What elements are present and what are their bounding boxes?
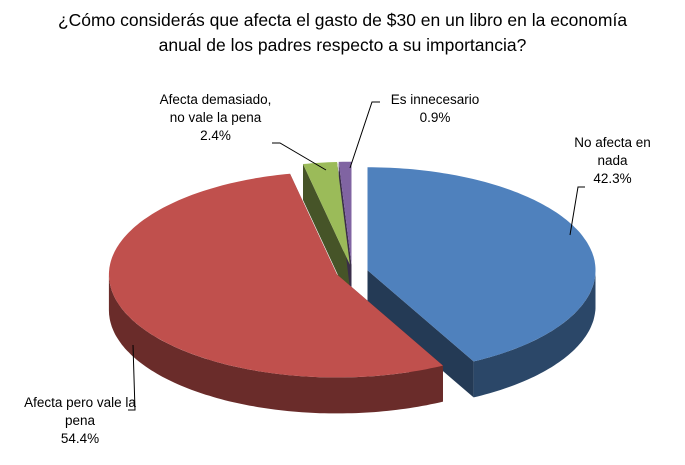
value-label: 2.4% <box>200 128 231 143</box>
slice <box>338 161 352 265</box>
leader-line <box>349 101 380 169</box>
slice <box>303 162 350 265</box>
slice-label: Afecta pero vale la pena 54.4% <box>10 394 150 448</box>
value-label: 0.9% <box>419 110 451 125</box>
category-label: Es innecesario <box>390 92 480 107</box>
sides <box>108 270 596 414</box>
value-label: 42.3% <box>593 171 632 186</box>
leader-line <box>569 186 585 236</box>
chart-title: ¿Cómo considerás que afecta el gasto de … <box>57 10 628 55</box>
slice <box>108 173 444 378</box>
slice-wall <box>367 270 474 398</box>
value-label: 54.4% <box>60 431 100 446</box>
slice-label: No afecta en nada 42.3% <box>560 134 665 188</box>
leader-line <box>128 344 136 411</box>
leader-line <box>272 142 327 171</box>
slice-label: Afecta demasiado, no vale la pena 2.4% <box>158 91 273 145</box>
category-label: Afecta pero vale la pena <box>24 395 136 428</box>
category-label: Afecta demasiado, no vale la pena <box>159 92 272 125</box>
tops <box>108 161 596 378</box>
slice <box>367 167 596 362</box>
slice-wall <box>303 164 350 301</box>
slice-side <box>108 274 444 414</box>
slice-side <box>473 270 596 398</box>
slice-label: Es innecesario 0.9% <box>380 91 490 127</box>
category-label: No afecta en nada <box>574 135 651 168</box>
